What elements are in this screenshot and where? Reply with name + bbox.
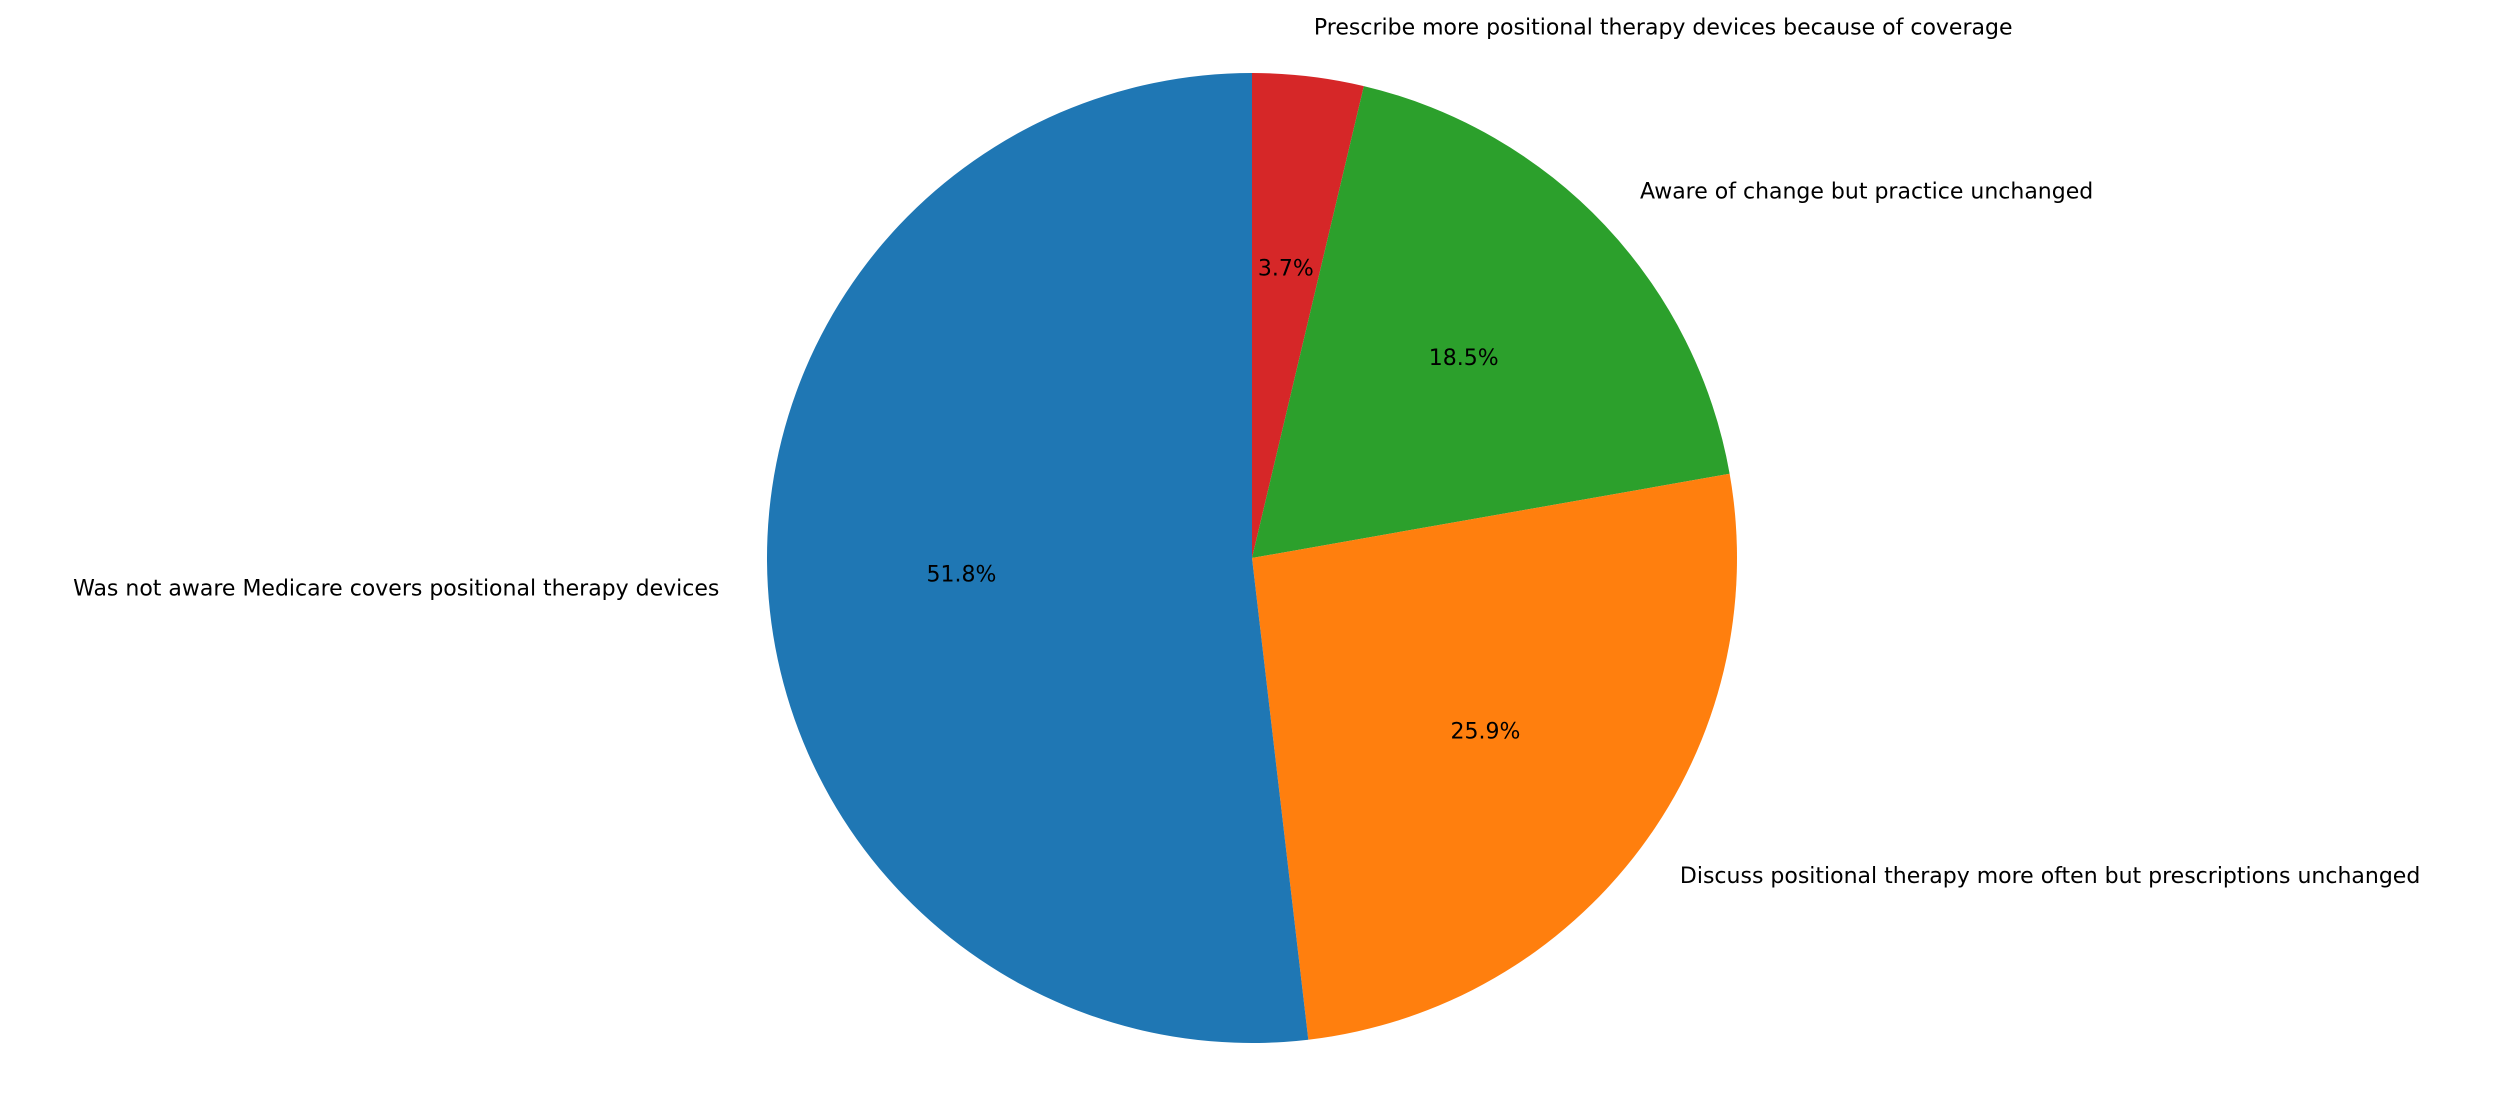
- pct-label-1: 18.5%: [1429, 346, 1499, 371]
- pct-label-2: 25.9%: [1450, 719, 1520, 744]
- pie-slices: [766, 73, 1737, 1043]
- category-label-0: Prescribe more positional therapy device…: [1314, 16, 2013, 41]
- category-label-3: Was not aware Medicare covers positional…: [73, 577, 719, 602]
- percent-labels: 3.7% 18.5% 25.9% 51.8%: [927, 256, 1521, 744]
- pie-slice-1: [1252, 86, 1730, 558]
- category-labels: Prescribe more positional therapy device…: [73, 16, 2420, 889]
- pie-slice-0: [1252, 73, 1364, 558]
- category-label-1: Aware of change but practice unchanged: [1640, 179, 2093, 204]
- category-label-2: Discuss positional therapy more often bu…: [1680, 864, 2420, 889]
- pct-label-0: 3.7%: [1258, 256, 1314, 281]
- pct-label-3: 51.8%: [927, 562, 997, 587]
- pie-slice-2: [1252, 473, 1737, 1040]
- pie-slice-3: [766, 73, 1309, 1043]
